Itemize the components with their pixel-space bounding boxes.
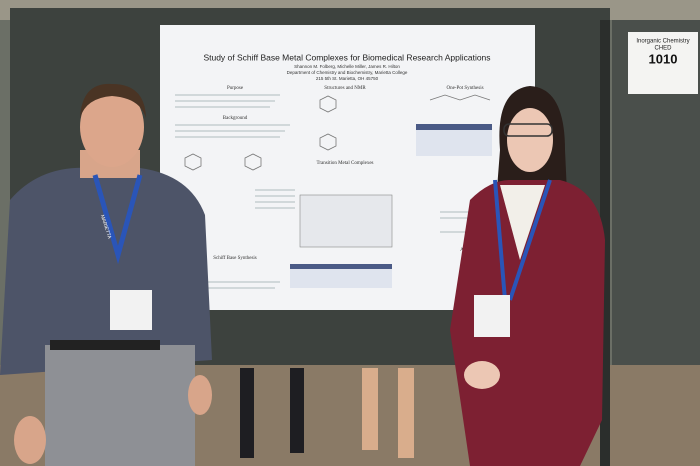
table-header — [290, 264, 392, 269]
section-heading: Schiff Base Synthesis — [213, 256, 257, 261]
man-face — [80, 87, 144, 167]
woman-shirt — [500, 185, 545, 260]
man-shirt — [0, 167, 212, 375]
person-leg — [398, 368, 414, 458]
man-hair — [80, 83, 146, 118]
section-heading: One-Pot Synthesis — [446, 86, 483, 91]
man-lanyard — [92, 174, 143, 265]
sign-division: Inorganic Chemistry — [636, 39, 689, 45]
section-heading: Transition Metal Complexes — [316, 161, 373, 166]
sign — [628, 32, 698, 94]
person-leg — [362, 368, 378, 450]
structures — [184, 94, 491, 171]
poster-affiliation: Department of Chemistry and Biochemistry… — [287, 70, 408, 75]
sign-number: 1010 — [649, 51, 678, 66]
board-pole — [600, 20, 610, 466]
woman-lanyard — [493, 179, 552, 301]
person-leg — [290, 368, 304, 453]
woman-jacket — [450, 180, 605, 466]
table-header — [416, 124, 492, 130]
woman-badge — [474, 295, 510, 337]
man-badge — [110, 290, 152, 330]
text-lines — [175, 94, 520, 289]
person-leg — [240, 368, 254, 458]
section-heading: Background — [223, 116, 248, 121]
nmr-plot — [299, 194, 393, 248]
poster-address: 215 5th St. Marietta, OH 45750 — [316, 76, 379, 81]
woman-glasses — [503, 123, 553, 137]
woman-hands — [464, 361, 500, 389]
section-heading: Structures and NMR — [324, 86, 366, 91]
poster-authors: Shannon M. Folberg, Michelle Miller, Jam… — [294, 64, 400, 69]
sign-code: CHED — [654, 46, 672, 52]
section-heading: Purpose — [227, 86, 244, 91]
man-hand — [188, 375, 212, 415]
man-hand — [14, 416, 46, 464]
man-pants — [45, 345, 195, 466]
poster-title: Study of Schiff Base Metal Complexes for… — [203, 52, 490, 62]
man-belt — [50, 340, 160, 350]
woman-face — [507, 108, 553, 172]
